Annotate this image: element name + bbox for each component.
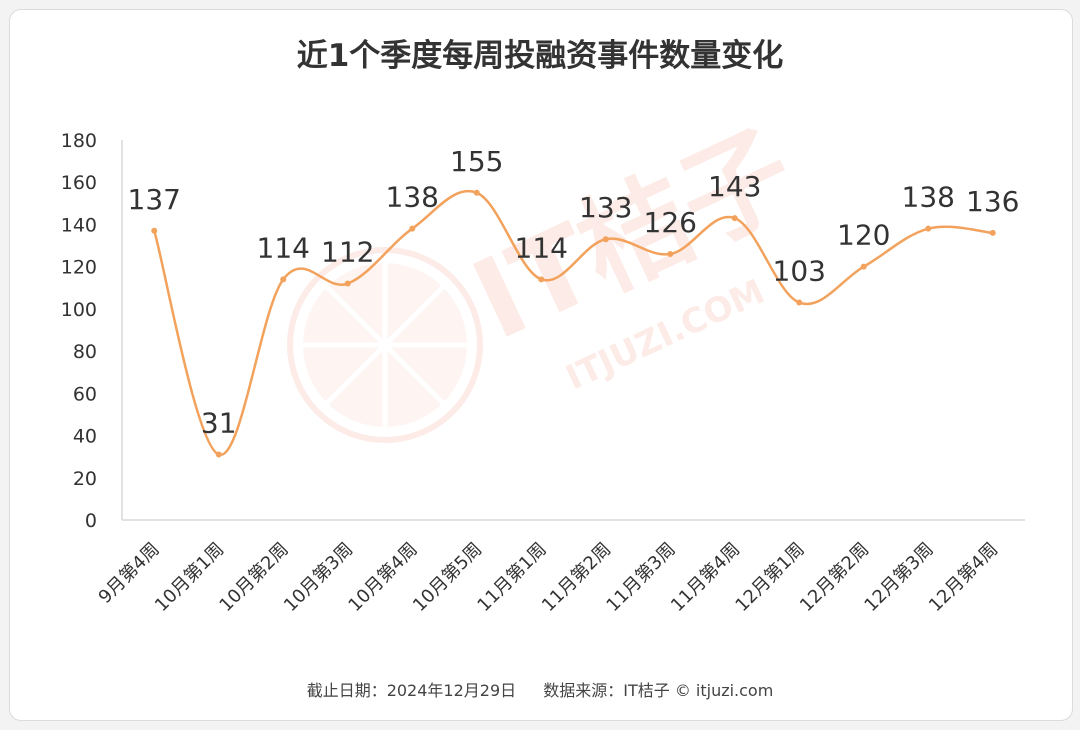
data-label: 138 <box>386 181 439 214</box>
data-point <box>667 251 674 257</box>
data-label: 31 <box>201 407 237 440</box>
data-point <box>860 263 867 270</box>
y-tick-label: 80 <box>73 341 97 363</box>
data-label: 103 <box>773 255 826 288</box>
y-tick-label: 180 <box>61 130 97 152</box>
x-tick-label: 12月第4周 <box>925 539 1002 616</box>
data-label: 120 <box>837 219 890 252</box>
chart-title: 近1个季度每周投融资事件数量变化 <box>296 38 784 74</box>
data-point <box>473 189 480 196</box>
data-label: 143 <box>708 170 761 203</box>
chart-footer: 截止日期：2024年12月29日 数据来源：IT桔子 © itjuzi.com <box>0 677 1080 701</box>
cutoff-date: 截止日期：2024年12月29日 <box>306 681 517 700</box>
data-source: 数据来源：IT桔子 © itjuzi.com <box>543 681 774 700</box>
data-label: 112 <box>321 236 374 269</box>
y-axis-ticks: 0 20 40 60 80 100 120 140 160 180 <box>61 130 97 532</box>
y-tick-label: 40 <box>73 426 97 448</box>
y-tick-label: 60 <box>73 383 97 405</box>
x-tick-label: 11月第2周 <box>538 539 615 616</box>
line-chart: IT桔子 ITJUZI.COM 0 20 40 60 80 100 120 140 160 180… <box>61 107 1025 616</box>
data-label: 126 <box>644 206 697 239</box>
x-tick-label: 10月第1周 <box>151 539 228 616</box>
x-tick-label: 10月第2周 <box>215 539 292 616</box>
y-tick-label: 0 <box>85 510 97 532</box>
x-tick-label: 12月第2周 <box>796 539 873 616</box>
axes <box>121 140 1025 521</box>
x-tick-label: 11月第1周 <box>473 539 550 616</box>
data-point <box>602 236 609 243</box>
data-point <box>538 276 545 283</box>
data-point <box>989 229 996 236</box>
data-labels: 137 31 114 112 138 155 114 133 126 143 103 120 138 13… <box>128 145 1020 440</box>
data-point <box>409 225 416 232</box>
data-label: 137 <box>128 183 181 216</box>
data-label: 155 <box>450 145 503 178</box>
data-point <box>925 225 932 232</box>
y-tick-label: 160 <box>61 172 97 194</box>
x-axis-ticks: 9月第4周10月第1周10月第2周10月第3周10月第4周10月第5周11月第1… <box>95 539 1003 616</box>
y-tick-label: 20 <box>73 468 97 490</box>
x-tick-label: 10月第5周 <box>409 539 486 616</box>
x-tick-label: 10月第3周 <box>280 539 357 616</box>
data-point <box>731 215 738 222</box>
data-label: 114 <box>515 231 568 264</box>
x-tick-label: 12月第1周 <box>731 539 808 616</box>
data-point <box>344 280 351 287</box>
data-point <box>215 451 222 458</box>
series-line <box>153 189 993 456</box>
data-label: 133 <box>579 191 632 224</box>
y-tick-label: 140 <box>61 214 97 236</box>
data-point <box>151 227 158 234</box>
data-label: 138 <box>902 181 955 214</box>
x-tick-label: 10月第4周 <box>344 539 421 616</box>
x-tick-label: 12月第3周 <box>860 539 937 616</box>
data-point <box>280 276 287 283</box>
x-tick-label: 11月第4周 <box>667 539 744 616</box>
data-label: 136 <box>966 185 1019 218</box>
series <box>151 189 996 458</box>
data-point <box>796 299 803 306</box>
y-tick-label: 100 <box>61 299 97 321</box>
itjuzi-watermark: IT桔子 ITJUZI.COM <box>287 107 813 443</box>
chart-card <box>9 9 1073 721</box>
data-label: 114 <box>257 231 310 264</box>
x-tick-label: 11月第3周 <box>602 539 679 616</box>
y-tick-label: 120 <box>61 257 97 279</box>
